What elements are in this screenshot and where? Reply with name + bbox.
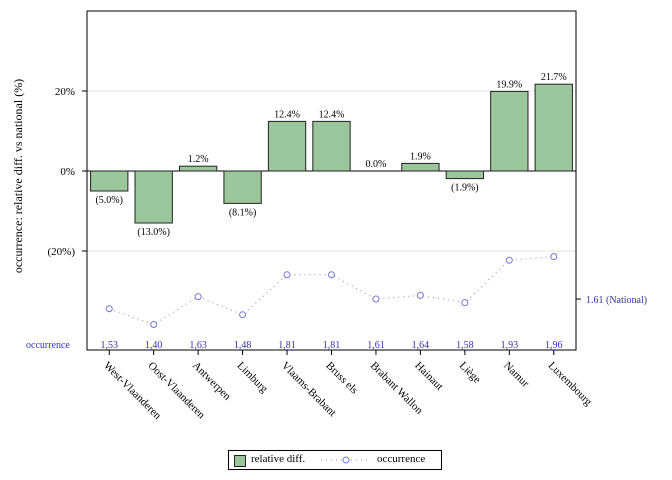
bar-label: (1.9%) <box>451 183 479 194</box>
y-axis-label: occurrence: relative diff. vs national (… <box>11 79 25 273</box>
category-label: Bruss els <box>323 360 360 397</box>
occurrence-point <box>150 321 158 328</box>
bar <box>134 170 173 224</box>
occurrence-value: 1,64 <box>412 340 430 351</box>
occurrence-point <box>372 295 380 303</box>
category-label: Namur <box>501 360 531 390</box>
occurrence-point <box>416 291 424 299</box>
bar-label: (13.0%) <box>137 227 170 238</box>
category-label: Antwerpen <box>190 360 233 403</box>
bar <box>178 165 218 172</box>
occurrence-point <box>505 256 513 264</box>
occurrence-point <box>105 305 113 313</box>
occurrence-value: 1,61 <box>367 340 385 351</box>
bar-label: 21.7% <box>541 72 567 83</box>
occurrence-point <box>550 253 558 261</box>
legend: relative diff. occurrence <box>228 450 442 470</box>
bar-label: 12.4% <box>319 109 345 120</box>
category-label: Hainaut <box>412 360 445 393</box>
occurrence-value: 1,81 <box>278 340 296 351</box>
y-ticks: 20% 0% (20%) <box>48 86 87 258</box>
occurrence-line <box>109 256 554 326</box>
bar <box>312 120 351 172</box>
occurrence-point <box>328 271 335 279</box>
occurrence-series <box>105 253 581 328</box>
bar <box>401 162 440 172</box>
y-tick-label: (20%) <box>48 246 76 258</box>
occurrence-value: 1,48 <box>234 340 252 351</box>
bar-label: 1.9% <box>410 151 431 162</box>
occurrence-value: 1,58 <box>456 340 474 351</box>
occurrence-value: 1,40 <box>145 340 163 351</box>
bar-label: 12.4% <box>274 109 300 120</box>
occurrence-value: 1,53 <box>100 340 118 351</box>
category-label: Liège <box>457 360 483 386</box>
bar-label: 1.2% <box>188 154 209 165</box>
bar-label: 0.0% <box>366 159 387 170</box>
occurrence-point <box>194 293 202 301</box>
occurrence-value: 1,93 <box>501 340 519 351</box>
legend-label-occurrence: occurrence <box>377 453 426 465</box>
bars <box>90 83 573 224</box>
bar <box>267 120 307 172</box>
bar <box>223 170 262 204</box>
bar-labels: (5.0%) (13.0%) 1.2% (8.1%) 12.4% 12.4% 0.0% 1.9… <box>95 72 566 238</box>
legend-marker-occurrence <box>321 456 371 464</box>
national-label: 1.61 (National) <box>586 295 647 306</box>
occurrence-value: 1,63 <box>189 340 207 351</box>
bar <box>534 83 573 172</box>
occurrence-point <box>461 299 469 307</box>
occurrence-point <box>283 271 291 279</box>
legend-label-relative-diff: relative diff. <box>251 453 306 465</box>
bar-label: (5.0%) <box>95 195 123 206</box>
occurrence-value: 1,81 <box>323 340 341 351</box>
bar <box>90 170 129 192</box>
occurrence-values: 1,53 1,40 1,63 1,48 1,81 1,81 1,61 1,64 1,58 1,93… <box>100 340 562 351</box>
occurrence-row-label: occurrence <box>26 340 70 351</box>
bar <box>490 90 529 172</box>
category-label: Limburg <box>234 360 270 396</box>
y-tick-label: 20% <box>55 86 75 98</box>
legend-swatch-relative-diff <box>234 455 246 467</box>
occurrence-point <box>239 311 247 319</box>
bar-label: (8.1%) <box>229 207 257 218</box>
bar-label: 19.9% <box>496 79 522 90</box>
category-label: Luxembourg <box>546 360 595 409</box>
y-tick-label: 0% <box>60 166 75 178</box>
bar <box>445 170 485 180</box>
occurrence-value: 1,96 <box>545 340 563 351</box>
